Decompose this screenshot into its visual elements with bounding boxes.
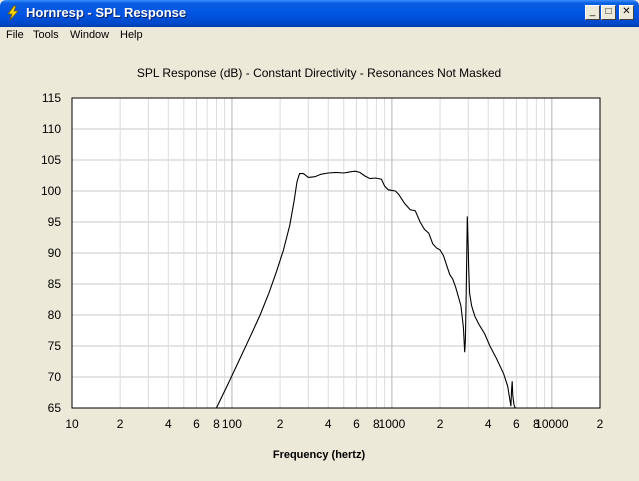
chart-title: SPL Response (dB) - Constant Directivity… — [137, 66, 501, 80]
y-tick-labels: 65 70 75 80 85 90 95 100 105 110 115 — [41, 91, 61, 415]
menu-window[interactable]: Window — [70, 29, 110, 41]
minimize-button[interactable]: _ — [585, 5, 600, 20]
x-tick-label: 10000 — [535, 417, 569, 431]
x-tick-label: 1000 — [379, 417, 406, 431]
close-button[interactable]: ✕ — [619, 5, 634, 20]
window-title: Hornresp - SPL Response — [26, 5, 187, 20]
x-tick-label: 6 — [353, 417, 360, 431]
y-tick-label: 95 — [48, 215, 62, 229]
y-tick-label: 65 — [48, 401, 62, 415]
grid-lines — [72, 98, 600, 408]
x-tick-label: 8 — [213, 417, 220, 431]
y-tick-label: 110 — [42, 122, 61, 136]
x-tick-label: 2 — [117, 417, 124, 431]
x-axis-label: Frequency (hertz) — [273, 449, 366, 461]
x-tick-label: 6 — [513, 417, 520, 431]
y-tick-label: 115 — [42, 91, 61, 105]
x-tick-label: 8 — [373, 417, 380, 431]
minimize-icon: _ — [589, 6, 596, 17]
x-tick-label: 10 — [65, 417, 79, 431]
spl-response-line — [215, 170, 516, 409]
y-tick-label: 100 — [41, 184, 61, 198]
menu-file[interactable]: File — [6, 29, 24, 41]
close-icon: ✕ — [622, 6, 631, 17]
y-tick-label: 75 — [48, 339, 62, 353]
x-tick-label: 8 — [533, 417, 540, 431]
x-tick-label: 4 — [485, 417, 492, 431]
lightning-icon — [7, 5, 19, 21]
x-tick-label: 100 — [222, 417, 242, 431]
x-tick-label: 6 — [193, 417, 200, 431]
y-tick-label: 105 — [41, 153, 61, 167]
title-bar[interactable]: Hornresp - SPL Response _ □ ✕ — [0, 0, 639, 27]
x-tick-label: 2 — [597, 417, 604, 431]
x-tick-label: 4 — [325, 417, 332, 431]
menu-bar: File Tools Window Help — [0, 27, 639, 45]
maximize-icon: □ — [605, 6, 612, 17]
plot-border — [71, 97, 601, 409]
menu-help[interactable]: Help — [120, 29, 143, 41]
maximize-button[interactable]: □ — [601, 5, 616, 20]
x-tick-label: 2 — [277, 417, 284, 431]
x-tick-label: 4 — [165, 417, 172, 431]
y-tick-label: 70 — [48, 370, 62, 384]
menu-tools[interactable]: Tools — [33, 29, 59, 41]
x-tick-label: 2 — [437, 417, 444, 431]
y-tick-label: 80 — [48, 308, 62, 322]
y-tick-label: 85 — [48, 277, 62, 291]
y-tick-label: 90 — [48, 246, 62, 260]
